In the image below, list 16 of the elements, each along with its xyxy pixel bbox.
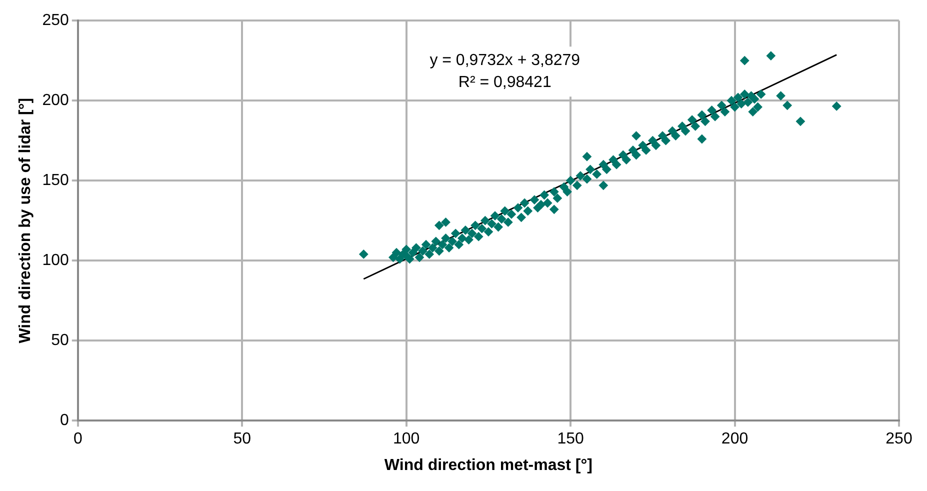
x-tick-label: 50 (233, 430, 252, 448)
y-tick-label: 50 (51, 332, 69, 350)
x-tick-label: 100 (392, 430, 420, 448)
y-tick-label: 200 (42, 92, 69, 110)
annotation: R² = 0,98421 (458, 74, 552, 92)
annotation: y = 0,9732x + 3,8279 (430, 52, 580, 70)
y-tick-label: 100 (42, 252, 69, 270)
x-tick-label: 150 (557, 430, 584, 448)
y-axis-title: Wind direction by use of lidar [°] (17, 98, 34, 344)
y-tick-label: 250 (42, 12, 69, 30)
x-axis-title: Wind direction met-mast [°] (384, 456, 592, 474)
y-tick-label: 150 (42, 172, 69, 190)
y-tick-label: 0 (60, 412, 69, 430)
x-tick-label: 200 (721, 430, 748, 448)
x-tick-label: 0 (73, 430, 82, 448)
x-tick-label: 250 (886, 430, 912, 448)
